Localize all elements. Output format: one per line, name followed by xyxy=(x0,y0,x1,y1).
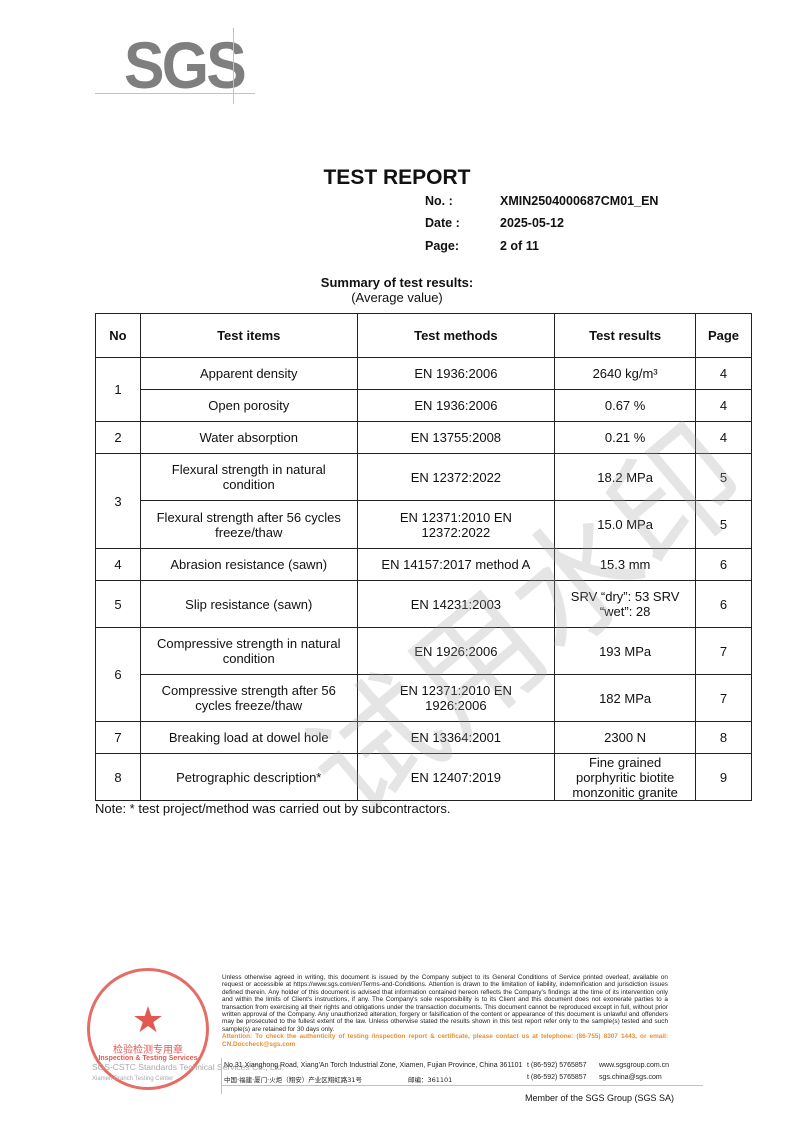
test-item: Abrasion resistance (sawn) xyxy=(139,548,358,581)
header-items: Test items xyxy=(139,313,358,358)
sgs-logo: SGS xyxy=(124,28,247,102)
test-result: 182 MPa xyxy=(554,674,697,722)
header-results: Test results xyxy=(554,313,697,358)
test-result: 2640 kg/m³ xyxy=(554,357,697,390)
table-row: Flexural strength after 56 cycles freeze… xyxy=(96,500,752,549)
test-item: Apparent density xyxy=(139,357,358,390)
telephone-2: t (86-592) 5765857 xyxy=(527,1074,587,1081)
test-method: EN 14231:2003 xyxy=(356,580,556,628)
footer-rule-vertical xyxy=(221,1058,222,1094)
table-row: 5 Slip resistance (sawn) EN 14231:2003 SRV … xyxy=(95,580,752,628)
page-ref: 5 xyxy=(695,500,752,549)
report-page: Page: 2 of 11 xyxy=(425,239,539,253)
summary-subtitle: (Average value) xyxy=(351,290,443,305)
address-en: No.31 Xianghong Road, Xiang'An Torch Ind… xyxy=(224,1062,523,1069)
test-item: Compressive strength after 56 cycles fre… xyxy=(139,674,358,722)
star-icon: ★ xyxy=(131,999,165,1040)
summary-title: Summary of test results: xyxy=(320,275,474,290)
postcode: 邮编：361101 xyxy=(408,1076,453,1084)
page-ref: 7 xyxy=(695,674,752,722)
test-method: EN 12371:2010 EN 12372:2022 xyxy=(356,500,556,549)
header-methods: Test methods xyxy=(356,313,556,358)
table-note: Note: * test project/method was carried … xyxy=(95,801,451,816)
test-item: Petrographic description* xyxy=(139,753,358,801)
results-table: No Test items Test methods Test results … xyxy=(95,313,752,801)
row-number: 6 xyxy=(95,627,141,722)
page-ref: 8 xyxy=(695,721,752,754)
page-title: TEST REPORT xyxy=(323,166,471,189)
disclaimer: Unless otherwise agreed in writing, this… xyxy=(222,974,668,1048)
test-result: SRV “dry”: 53 SRV “wet”: 28 xyxy=(554,580,697,628)
test-result: 0.67 % xyxy=(554,389,697,422)
table-row: 2 Water absorption EN 13755:2008 0.21 % 4 xyxy=(95,421,752,454)
logo-rule-vertical xyxy=(233,28,234,104)
test-item: Flexural strength after 56 cycles freeze… xyxy=(139,500,358,549)
test-result: Fine grained porphyritic biotite monzoni… xyxy=(554,753,697,801)
page-ref: 9 xyxy=(695,753,752,801)
table-row: 3 Flexural strength in natural condition E… xyxy=(95,453,752,549)
test-method: EN 12372:2022 xyxy=(356,453,556,501)
row-number: 2 xyxy=(95,421,141,454)
telephone: t (86-592) 5765857 xyxy=(527,1062,587,1069)
report-date: Date :2025-05-12 xyxy=(425,216,564,230)
table-row: 6 Compressive strength in natural conditi… xyxy=(95,627,752,722)
page-ref: 4 xyxy=(695,357,752,390)
test-result: 15.3 mm xyxy=(554,548,697,581)
test-result: 193 MPa xyxy=(554,627,697,675)
stamp-en: Inspection & Testing Services xyxy=(98,1055,198,1062)
test-result: 2300 N xyxy=(554,721,697,754)
row-number: 7 xyxy=(95,721,141,754)
company-branch: Xiamen Branch Testing Center xyxy=(92,1076,174,1082)
test-method: EN 13755:2008 xyxy=(356,421,556,454)
authenticity-notice: Attention: To check the authenticity of … xyxy=(222,1033,668,1048)
test-result: 0.21 % xyxy=(554,421,697,454)
test-method: EN 1926:2006 xyxy=(356,627,556,675)
test-method: EN 12407:2019 xyxy=(356,753,556,801)
test-method: EN 13364:2001 xyxy=(356,721,556,754)
test-method: EN 1936:2006 xyxy=(356,357,556,390)
test-result: 15.0 MPa xyxy=(554,500,697,549)
test-item: Compressive strength in natural conditio… xyxy=(139,627,358,675)
logo-rule xyxy=(95,93,255,94)
test-item: Open porosity xyxy=(139,389,358,422)
test-item: Slip resistance (sawn) xyxy=(139,580,358,628)
test-item: Breaking load at dowel hole xyxy=(139,721,358,754)
email-link[interactable]: sgs.china@sgs.com xyxy=(599,1074,662,1081)
row-number: 3 xyxy=(95,453,141,549)
row-number: 4 xyxy=(95,548,141,581)
row-number: 5 xyxy=(95,580,141,628)
header-no: No xyxy=(95,313,141,358)
report-number: No. : XMIN2504000687CM01_EN xyxy=(425,194,659,208)
row-number: 1 xyxy=(95,357,141,422)
test-item: Flexural strength in natural condition xyxy=(139,453,358,501)
page-ref: 6 xyxy=(695,580,752,628)
company-name: SGS-CSTC Standards Technical Services Co… xyxy=(92,1062,285,1072)
page-ref: 7 xyxy=(695,627,752,675)
table-row: 8 Petrographic description* EN 12407:2019 F… xyxy=(95,753,752,801)
test-method: EN 14157:2017 method A xyxy=(356,548,556,581)
member-text: Member of the SGS Group (SGS SA) xyxy=(525,1093,675,1103)
table-row: Compressive strength after 56 cycles fre… xyxy=(96,674,752,722)
page-ref: 6 xyxy=(695,548,752,581)
company-stamp: ★ 检验检测专用章 Inspection & Testing Services xyxy=(87,968,209,1090)
footer-rule xyxy=(221,1085,703,1086)
test-method: EN 1936:2006 xyxy=(356,389,556,422)
table-row: Open porosity EN 1936:2006 0.67 % 4 xyxy=(96,389,752,422)
page-ref: 5 xyxy=(695,453,752,501)
test-method: EN 12371:2010 EN 1926:2006 xyxy=(356,674,556,722)
address-cn: 中国·福建·厦门·火炬（翔安）产业区翔虹路31号 xyxy=(224,1076,362,1084)
table-row: 4 Abrasion resistance (sawn) EN 14157:2017… xyxy=(95,548,752,581)
test-item: Water absorption xyxy=(139,421,358,454)
page-ref: 4 xyxy=(695,389,752,422)
stamp-text: 检验检测专用章 xyxy=(113,1045,183,1056)
header-page: Page xyxy=(695,313,752,358)
test-result: 18.2 MPa xyxy=(554,453,697,501)
row-number: 8 xyxy=(95,753,141,801)
table-header: No Test items Test methods Test results … xyxy=(95,313,752,358)
page-ref: 4 xyxy=(695,421,752,454)
table-row: 7 Breaking load at dowel hole EN 13364:200… xyxy=(95,721,752,754)
website-link[interactable]: www.sgsgroup.com.cn xyxy=(599,1062,670,1069)
table-row: 1 Apparent density EN 1936:2006 2640 kg/m³ 4 xyxy=(95,357,752,422)
